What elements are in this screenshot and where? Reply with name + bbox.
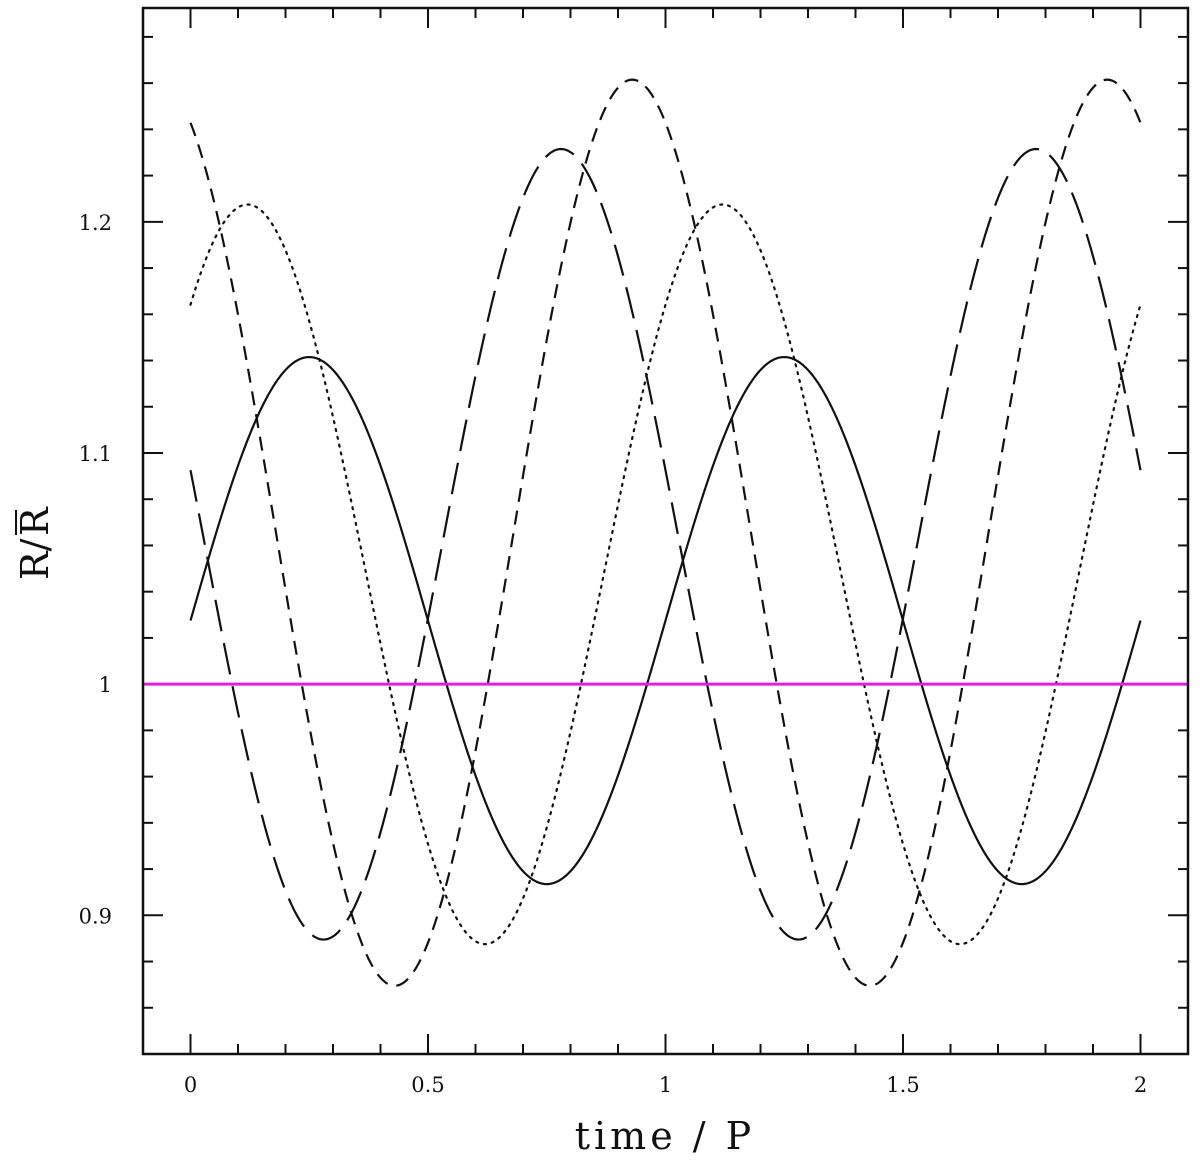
y-axis-title-main: R/	[13, 538, 57, 580]
series-long-dash-line	[189, 147, 1142, 941]
x-tick-label: 1.5	[886, 1073, 919, 1097]
x-tick-label: 2	[1134, 1073, 1147, 1097]
series-solid-line	[189, 355, 1142, 886]
x-axis-title: time / P	[575, 1114, 755, 1158]
x-tick-label: 0.5	[411, 1073, 444, 1097]
axis-ticks	[142, 8, 1189, 1055]
y-axis-title-bar-symbol: R	[13, 506, 57, 536]
y-tick-label: 1	[99, 673, 112, 697]
plot-frame	[141, 6, 1190, 1056]
tick-labels: 0 0.5 1 1.5 2 0.9 1 1.1 1.2	[79, 211, 1148, 1097]
series-short-dash-line	[189, 78, 1142, 987]
x-tick-label: 0	[184, 1073, 197, 1097]
y-tick-label: 0.9	[79, 904, 112, 928]
y-axis-title: R/ R	[13, 506, 57, 580]
y-tick-label: 1.2	[79, 211, 112, 235]
series-dotted-line	[189, 203, 1142, 946]
x-tick-label: 1	[659, 1073, 672, 1097]
series-layer	[143, 78, 1188, 987]
y-tick-label: 1.1	[79, 442, 112, 466]
